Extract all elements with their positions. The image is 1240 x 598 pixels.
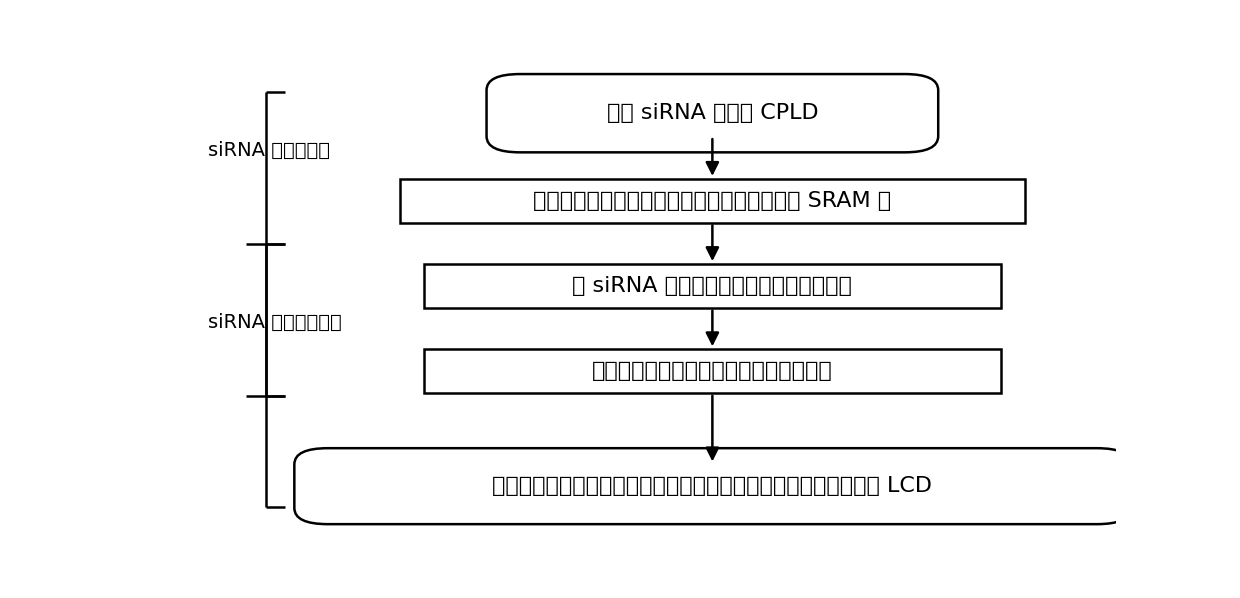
Text: 将 siRNA 的编码序列载入随机森林模型中: 将 siRNA 的编码序列载入随机森林模型中 <box>573 276 852 296</box>
Text: 输入 siRNA 序列到 CPLD: 输入 siRNA 序列到 CPLD <box>606 103 818 123</box>
FancyBboxPatch shape <box>486 74 939 152</box>
Text: 利用已知的样本建立优化的随机森林模型: 利用已知的样本建立优化的随机森林模型 <box>591 361 833 381</box>
FancyBboxPatch shape <box>294 448 1131 524</box>
Text: 输入待预测的编码序列，用优化的模型进行预测，输出预测结果到 LCD: 输入待预测的编码序列，用优化的模型进行预测，输出预测结果到 LCD <box>492 476 932 496</box>
FancyBboxPatch shape <box>424 349 1001 393</box>
Text: siRNA 序列预处理: siRNA 序列预处理 <box>208 141 330 160</box>
FancyBboxPatch shape <box>424 264 1001 308</box>
Text: siRNA 干扰效率预测: siRNA 干扰效率预测 <box>208 313 341 332</box>
Text: 根据特征提取规则表，得到编码序列，存储在 SRAM 中: 根据特征提取规则表，得到编码序列，存储在 SRAM 中 <box>533 191 892 210</box>
FancyBboxPatch shape <box>401 179 1024 222</box>
